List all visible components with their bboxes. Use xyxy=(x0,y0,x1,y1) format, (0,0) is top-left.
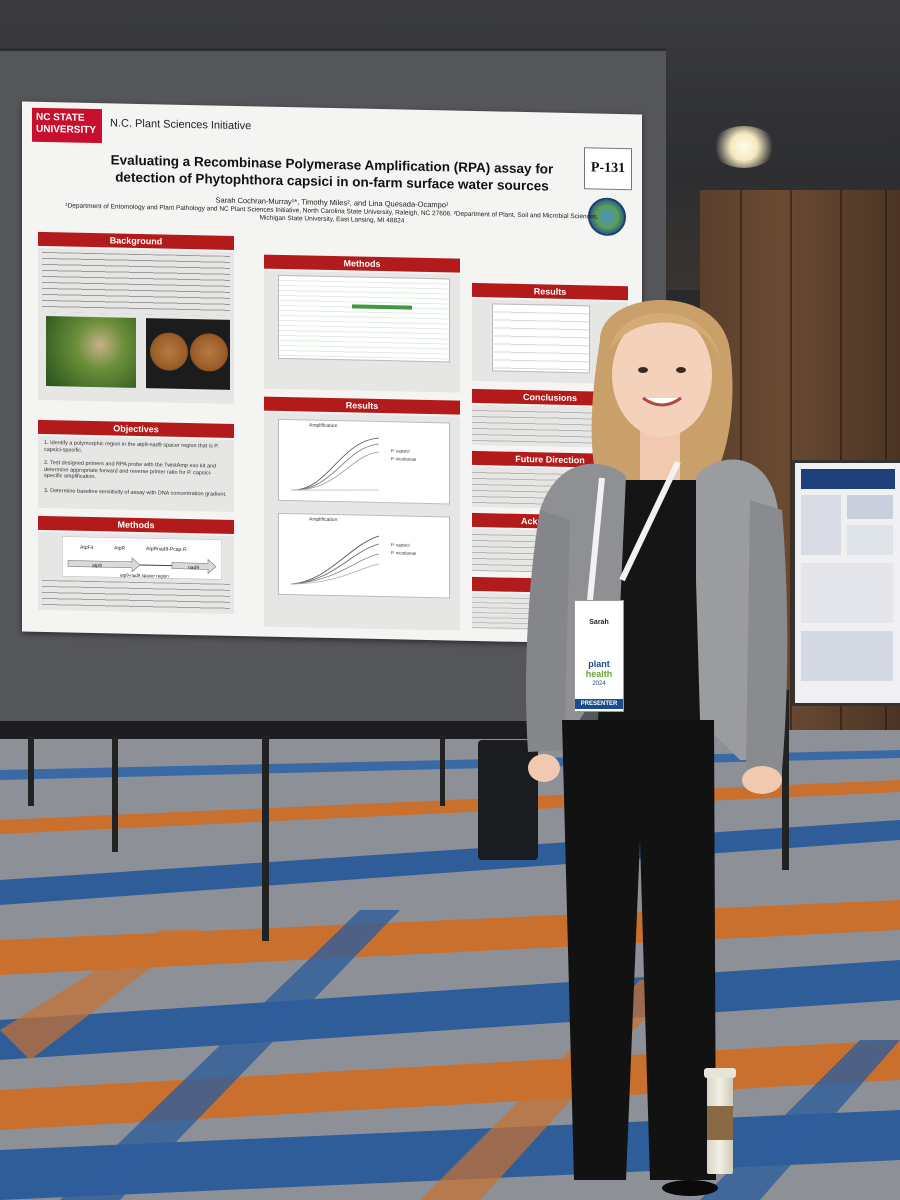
legend-top-2: P. nicotianae xyxy=(391,456,417,462)
sequence-alignment-image xyxy=(278,274,450,363)
petri-photo xyxy=(146,318,230,390)
ceiling-light xyxy=(712,126,776,168)
coffee-cup-sleeve xyxy=(707,1106,733,1140)
background-person xyxy=(478,740,538,860)
methods-left-caption xyxy=(42,579,230,610)
amplification-curves-bottom: P. capsici P. nicotianae xyxy=(290,535,417,585)
diagram-label-atp9: atp9 xyxy=(92,563,102,569)
section-header-objectives: Objectives xyxy=(38,419,234,438)
board-leg xyxy=(440,736,445,806)
poster-title: Evaluating a Recombinase Polymerase Ampl… xyxy=(82,151,582,195)
section-header-methods-center: Methods xyxy=(264,254,460,273)
diagram-label-pcap: AtpRnad9-Pcap-R xyxy=(146,546,187,553)
section-header-results-center: Results xyxy=(264,396,460,415)
section-header-methods-left: Methods xyxy=(38,515,234,534)
badge-event-line-2: health xyxy=(585,669,613,679)
badge-name: Sarah xyxy=(589,619,609,626)
university-logo: NC STATE UNIVERSITY xyxy=(32,107,102,144)
poster-code: P-131 xyxy=(584,147,632,191)
legend-top-1: P. capsici xyxy=(391,448,410,453)
background-text xyxy=(42,251,230,316)
chart-title-top: Amplification xyxy=(309,422,338,430)
gene-diagram: AtpF4 AtpR AtpRnad9-Pcap-R nad9 atp9 atp… xyxy=(62,536,222,580)
name-badge: Sarah plant health 2024 PRESENTER xyxy=(574,600,624,712)
presenter xyxy=(525,300,788,1196)
leaf-photo xyxy=(46,316,136,388)
amplification-chart-bottom: Amplification P. capsici P. nicotianae xyxy=(278,512,450,599)
legend-bottom-1: P. capsici xyxy=(391,542,410,547)
diagram-label-atpf4: AtpF4 xyxy=(80,545,94,551)
section-header-background: Background xyxy=(38,231,234,250)
diagram-label-spacer: atp9-nad9 spacer region xyxy=(120,573,169,579)
amplification-curves-top: P. capsici P. nicotianae xyxy=(290,437,417,491)
amplification-chart-top: Amplification P. capsici P. nicotianae xyxy=(278,418,450,505)
board-leg xyxy=(782,690,789,870)
badge-year: 2024 xyxy=(592,681,606,687)
objective-2: 2. Test designed primers and RPA probe w… xyxy=(44,459,217,481)
diagram-label-atpr: AtpR xyxy=(114,545,126,551)
badge-role: PRESENTER xyxy=(575,699,623,709)
chart-title-bottom: Amplification xyxy=(309,516,338,524)
research-poster: NC STATE UNIVERSITY N.C. Plant Sciences … xyxy=(22,101,642,645)
board-leg xyxy=(28,736,34,806)
board-leg xyxy=(262,736,269,941)
side-poster xyxy=(792,460,900,706)
legend-bottom-2: P. nicotianae xyxy=(391,550,417,556)
diagram-label-nad9: nad9 xyxy=(188,565,199,571)
initiative-name: N.C. Plant Sciences Initiative xyxy=(110,117,252,133)
badge-event-line-1: plant xyxy=(588,659,610,669)
coffee-cup-lid xyxy=(704,1068,736,1078)
board-leg xyxy=(112,736,118,852)
